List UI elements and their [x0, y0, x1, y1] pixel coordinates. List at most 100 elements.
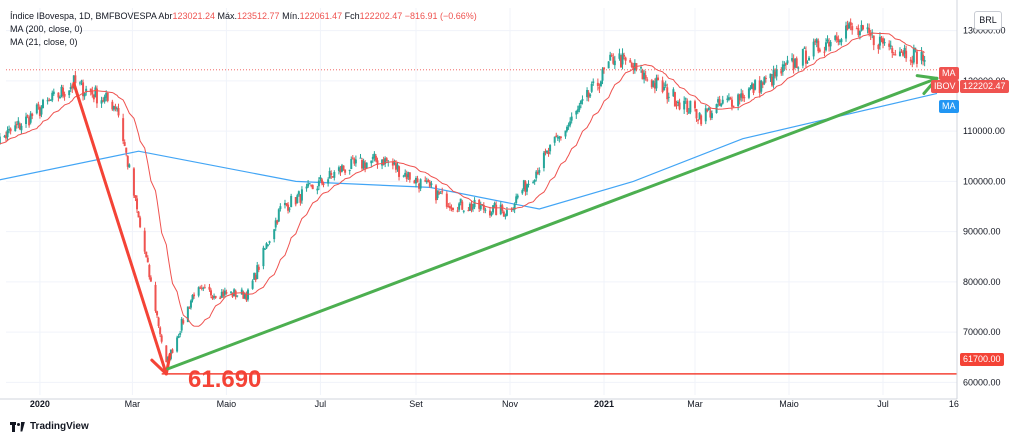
candle-body: [373, 153, 376, 158]
legend-ma21[interactable]: MA (21, close, 0): [10, 37, 78, 47]
candle-body: [8, 128, 11, 130]
y-tick-label: 110000.00: [963, 126, 1005, 136]
candle-body: [556, 137, 559, 139]
candle-body: [445, 193, 448, 207]
candle-body: [619, 56, 622, 68]
candle-body: [333, 171, 336, 178]
low-annotation: 61.690: [188, 366, 261, 393]
candle-body: [256, 265, 259, 279]
candle-body: [63, 93, 66, 97]
candle-body: [146, 257, 149, 263]
candle-body: [889, 45, 892, 47]
candle-body: [599, 81, 602, 87]
legend-close: 122202.47: [359, 11, 403, 21]
candle-body: [740, 93, 743, 98]
candle-body: [202, 287, 205, 289]
candle-body: [516, 195, 519, 198]
candle-body: [350, 158, 353, 169]
candle-body: [786, 60, 789, 64]
candle-body: [365, 162, 368, 169]
candle-body: [774, 71, 777, 77]
candle-body: [693, 101, 696, 109]
candle-body: [630, 62, 633, 67]
candle-body: [834, 35, 837, 40]
candle-body: [835, 36, 838, 40]
candle-body: [94, 87, 97, 98]
candle-body: [182, 320, 185, 324]
grid: [6, 8, 957, 395]
candle-body: [328, 170, 331, 179]
candle-body: [468, 203, 471, 211]
candle-body: [31, 113, 34, 116]
candle-body: [231, 293, 234, 297]
candle-body: [646, 79, 649, 81]
candle-body: [29, 113, 32, 123]
candle-body: [472, 207, 475, 209]
candle-body: [337, 167, 340, 171]
candle-body: [92, 94, 95, 100]
candle-body: [103, 96, 106, 102]
candle-body: [596, 82, 599, 86]
candle-body: [209, 290, 212, 296]
candle-body: [858, 31, 861, 36]
legend-open-label: Abr: [158, 11, 173, 21]
candle-body: [230, 291, 233, 293]
candle-body: [570, 116, 573, 121]
candle-body: [40, 108, 43, 115]
candle-body: [504, 215, 507, 217]
candle-body: [288, 208, 291, 210]
candle-body: [781, 64, 784, 72]
x-tick-label: Jul: [315, 399, 327, 409]
candle-body: [675, 104, 678, 106]
candle-body: [91, 90, 94, 95]
candle-body: [546, 150, 549, 152]
candle-body: [923, 60, 926, 62]
x-tick-label: Nov: [502, 399, 519, 409]
candle-body: [791, 58, 794, 61]
legend-low-label: Mín.: [282, 11, 300, 21]
candle-body: [643, 72, 646, 80]
candle-body: [911, 60, 914, 63]
candle-body: [117, 108, 120, 116]
candle-body: [49, 99, 52, 101]
candle-body: [136, 198, 139, 210]
candle-body: [868, 28, 871, 33]
candle-body: [667, 96, 670, 98]
ma21-price-tag: MA: [939, 67, 959, 80]
currency-button[interactable]: BRL: [974, 11, 1002, 30]
candle-body: [82, 82, 85, 97]
candle-body: [3, 136, 6, 138]
candle-body: [710, 113, 713, 118]
candle-body: [547, 151, 550, 154]
candle-body: [544, 151, 547, 153]
candle-body: [58, 96, 61, 99]
candle-body: [553, 136, 556, 143]
y-tick-label: 80000.00: [963, 277, 1001, 287]
candle-body: [111, 101, 114, 110]
candle-body: [892, 54, 895, 56]
candle-body: [587, 92, 590, 98]
candle-body: [666, 87, 669, 100]
candle-body: [413, 180, 416, 184]
candle-body: [28, 117, 31, 126]
candle-body: [700, 115, 703, 125]
tradingview-label: TradingView: [30, 421, 89, 432]
tradingview-logo[interactable]: TradingView: [10, 421, 89, 432]
candle-body: [126, 156, 129, 167]
candle-body: [89, 88, 92, 93]
legend-ma200[interactable]: MA (200, close, 0): [10, 24, 83, 34]
candle-body: [128, 164, 131, 168]
candle-body: [806, 62, 809, 64]
candle-body: [197, 287, 200, 296]
candle-body: [829, 41, 832, 47]
candle-body: [695, 109, 698, 119]
candle-body: [200, 287, 203, 289]
candle-body: [274, 220, 277, 228]
ma200-price-tag: MA: [939, 100, 959, 113]
candle-body: [456, 210, 459, 212]
candle-body: [898, 51, 901, 57]
candle-body: [784, 63, 787, 65]
candle-body: [330, 172, 333, 175]
candle-body: [294, 197, 297, 205]
